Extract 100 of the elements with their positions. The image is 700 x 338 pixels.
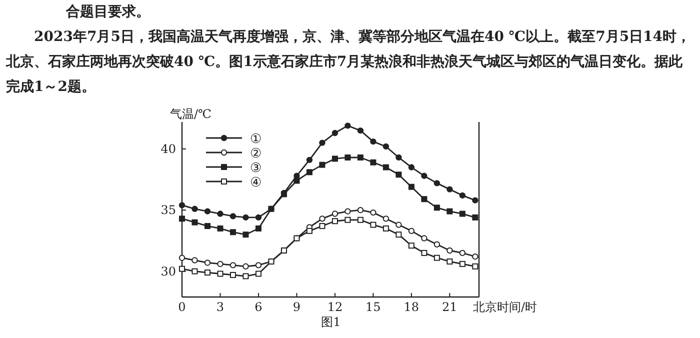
point [382, 164, 389, 170]
point [434, 254, 440, 261]
legend-label: ④ [250, 176, 262, 190]
point [306, 169, 312, 176]
point [357, 207, 364, 214]
point [459, 260, 466, 267]
point [344, 208, 351, 214]
x-tick-label: 6 [254, 300, 262, 314]
point [255, 270, 262, 277]
point [357, 216, 364, 223]
point [319, 140, 326, 146]
point [370, 209, 376, 216]
point [472, 197, 478, 204]
point [446, 258, 453, 265]
point [204, 223, 210, 230]
point [319, 162, 326, 168]
point [421, 250, 428, 256]
point [408, 228, 415, 234]
legend-label: ① [250, 132, 262, 147]
point [344, 216, 351, 223]
point [255, 225, 262, 232]
point [408, 164, 415, 170]
point [446, 247, 453, 254]
y-axis-title: 气温/℃ [170, 107, 212, 121]
point [230, 262, 236, 268]
point [434, 241, 440, 248]
point [446, 208, 453, 214]
x-axis-title: 北京时间/时 [473, 300, 538, 314]
point [217, 270, 224, 277]
point [204, 260, 211, 266]
point [230, 213, 236, 220]
point [396, 172, 402, 178]
point [472, 263, 478, 270]
point [294, 178, 300, 184]
legend-label: ③ [250, 161, 262, 176]
point [192, 257, 198, 264]
point [370, 222, 376, 228]
point [306, 228, 312, 234]
point [332, 218, 338, 224]
point [459, 192, 466, 199]
point [421, 172, 428, 179]
point [396, 222, 402, 228]
x-tick-label: 9 [292, 300, 301, 314]
x-tick-label: 3 [216, 300, 224, 314]
legend-label: ② [250, 146, 262, 162]
x-tick-label: 18 [404, 300, 420, 314]
point [319, 216, 326, 222]
point [230, 229, 236, 236]
point [332, 156, 338, 162]
point [434, 204, 440, 211]
point [421, 235, 428, 242]
point [472, 254, 478, 260]
point [370, 138, 376, 145]
point [192, 219, 198, 226]
point [382, 143, 390, 150]
point [217, 260, 224, 268]
point [370, 159, 376, 166]
point [421, 196, 428, 202]
point [230, 272, 236, 278]
point [192, 268, 198, 274]
point [434, 180, 440, 186]
point [192, 206, 198, 212]
point [446, 186, 453, 192]
point [255, 262, 262, 268]
point [396, 232, 402, 238]
x-tick-label: 12 [327, 300, 343, 314]
point [217, 225, 224, 232]
x-tick-label: 0 [178, 300, 186, 314]
point [242, 263, 249, 270]
point [459, 250, 466, 256]
point [382, 225, 389, 232]
point [357, 127, 364, 134]
x-tick-label: 15 [366, 300, 381, 314]
point [179, 216, 185, 222]
text: 2023年7月5日，我国高温天气再度增强，京、津、冀等部分地区气温在40 ℃以上。截至7月5日14时，北京、石家庄两地再次突破40 ℃。图1示意石家庄市7月某热浪和非热浪天气城区与郊区的气温日变化。据此完成1～2题。 [6, 28, 692, 97]
point [408, 242, 414, 249]
point [408, 184, 414, 190]
point [204, 270, 210, 276]
point [396, 154, 402, 161]
point [217, 210, 224, 217]
point [280, 247, 287, 254]
point [332, 130, 338, 136]
point [459, 210, 466, 217]
x-tick-label: 21 [442, 300, 458, 314]
point [319, 223, 326, 230]
caption: 图1 [321, 315, 341, 329]
point [178, 202, 186, 208]
y-tick-label: 35 [160, 203, 176, 218]
y-tick-label: 40 [160, 142, 176, 156]
point [332, 210, 338, 217]
point [357, 154, 364, 160]
point [242, 273, 249, 280]
point [268, 258, 274, 265]
point [255, 214, 262, 221]
point [242, 214, 249, 221]
point [306, 156, 313, 164]
point [344, 154, 351, 160]
text: 合题目要求。 [66, 3, 151, 22]
point [178, 254, 186, 261]
point [382, 216, 390, 222]
